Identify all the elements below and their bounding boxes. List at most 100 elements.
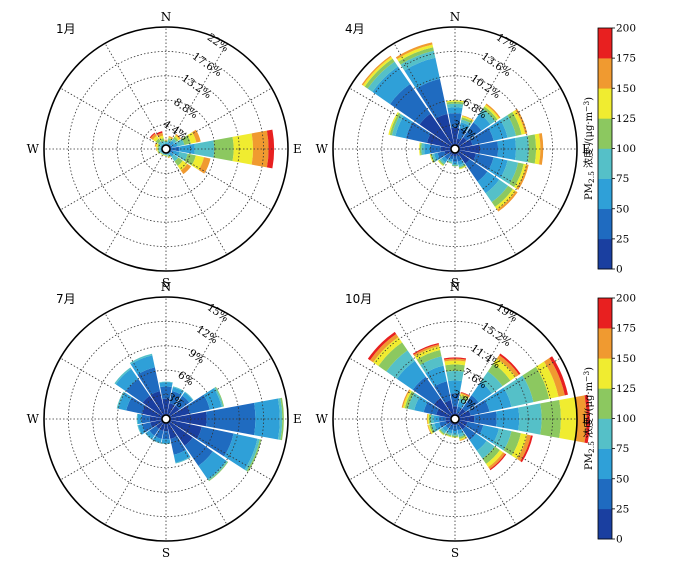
grid-spoke-150 xyxy=(165,148,228,255)
sector-NE-bin-0 xyxy=(457,137,467,147)
sector-S-bin-4 xyxy=(451,435,459,437)
sector-N-bin-3 xyxy=(159,381,173,383)
sector-NE-bin-1 xyxy=(462,395,479,412)
sector-S-bin-3 xyxy=(164,153,168,156)
sector-E-bin-1 xyxy=(170,146,180,152)
sector-SE-bin-7 xyxy=(489,453,507,471)
sector-E-bin-4 xyxy=(280,397,284,441)
sector-SSW-bin-5 xyxy=(162,154,165,157)
sector-ENE-bin-4 xyxy=(181,135,191,146)
sector-NNW-bin-7 xyxy=(156,131,163,136)
grid-spoke-300 xyxy=(349,87,456,150)
sector-NW-bin-2 xyxy=(396,360,426,390)
sector-NNW-bin-5 xyxy=(414,346,441,360)
colorbar-title: PM2.5 浓度 /(μg·m−3) xyxy=(582,97,596,200)
sector-WNW-bin-2 xyxy=(414,396,429,413)
sector-NE-bin-3 xyxy=(479,108,496,125)
grid-spoke-210 xyxy=(393,418,456,525)
grid-ring-2 xyxy=(405,369,505,469)
grid-spoke-60 xyxy=(454,357,561,420)
sector-NW-bin-5 xyxy=(362,56,393,87)
sector-SE-bin-3 xyxy=(171,154,179,162)
sector-NNE-bin-1 xyxy=(456,406,462,414)
colorbar-tick-label: 150 xyxy=(616,353,636,365)
sector-NE-bin-0 xyxy=(168,405,180,417)
grid-spoke-240 xyxy=(60,418,167,481)
sector-S-bin-3 xyxy=(452,433,458,436)
colorbar-tick-label: 25 xyxy=(616,503,629,515)
center-marker xyxy=(450,144,460,154)
grid-ring-1 xyxy=(141,124,191,174)
sector-ENE-bin-0 xyxy=(458,139,473,149)
sector-ENE-bin-2 xyxy=(171,142,178,148)
sector-NNW-bin-3 xyxy=(400,50,436,71)
sector-NE-bin-7 xyxy=(499,353,521,375)
sector-E-bin-2 xyxy=(254,398,280,440)
sector-WSW-bin-5 xyxy=(428,424,433,434)
sector-NNE-bin-2 xyxy=(457,401,465,409)
sector-ENE-bin-6 xyxy=(544,358,565,397)
colorbar-segment-5 xyxy=(598,88,612,119)
grid-spoke-240 xyxy=(349,148,456,211)
compass-label-w: W xyxy=(316,412,329,426)
sector-SW-bin-1 xyxy=(444,153,451,160)
sector-WNW-bin-3 xyxy=(158,145,162,148)
sector-SSE-bin-4 xyxy=(458,434,467,440)
sector-WNW-bin-5 xyxy=(388,112,399,135)
colorbar-tick-label: 125 xyxy=(616,383,636,395)
sector-NE-bin-0 xyxy=(457,408,466,417)
sector-WNW-bin-1 xyxy=(405,121,431,143)
sector-NNE-bin-2 xyxy=(459,122,470,131)
colorbar-segment-2 xyxy=(598,178,612,210)
sector-E-bin-2 xyxy=(497,138,517,160)
sector-ENE-bin-3 xyxy=(503,375,534,407)
sector-SSW-bin-1 xyxy=(154,429,164,439)
sector-ESE-bin-2 xyxy=(224,433,258,470)
sector-S-bin-1 xyxy=(162,431,170,440)
sector-NNW-bin-2 xyxy=(425,365,447,387)
sector-NW-bin-4 xyxy=(155,138,161,144)
sector-ESE-bin-4 xyxy=(503,431,521,456)
sector-WSW-bin-0 xyxy=(445,419,452,425)
sector-E-bin-7 xyxy=(584,394,590,444)
sector-ESE-bin-5 xyxy=(191,155,204,171)
sector-WNW-bin-5 xyxy=(155,143,159,148)
sector-SE-bin-5 xyxy=(177,160,188,171)
grid-spoke-330 xyxy=(104,313,167,420)
sector-N-bin-4 xyxy=(445,364,465,372)
sector-SE-bin-2 xyxy=(477,171,500,194)
sector-N-bin-6 xyxy=(444,358,466,362)
panel-title: 4月 xyxy=(345,22,365,36)
sector-SSE-bin-6 xyxy=(459,437,468,441)
sector-NW-bin-7 xyxy=(367,331,397,361)
colorbar-tick-label: 175 xyxy=(616,323,636,335)
sector-SSW-bin-4 xyxy=(446,161,452,164)
sector-SE-bin-1 xyxy=(462,426,477,441)
sector-SE-bin-0 xyxy=(457,421,466,430)
sector-WSW-bin-0 xyxy=(150,419,163,428)
sector-W-bin-4 xyxy=(419,142,422,156)
sector-W-bin-6 xyxy=(426,413,428,425)
sector-SW-bin-5 xyxy=(438,429,445,436)
sector-ENE-bin-2 xyxy=(488,119,508,141)
colorbar-tick-label: 100 xyxy=(616,143,636,155)
sector-WSW-bin-2 xyxy=(434,422,442,431)
colorbar-2: 0 25 50 75 100 125 150 175 200 PM2.5 浓度 /(μg·m−3) xyxy=(582,293,636,546)
sector-ENE-bin-6 xyxy=(515,108,528,134)
sector-SSW-bin-1 xyxy=(448,424,454,431)
sector-NNW-bin-5 xyxy=(158,135,164,140)
compass-label-s: S xyxy=(162,546,170,560)
sector-NNE-bin-1 xyxy=(457,127,467,140)
sector-S-bin-2 xyxy=(452,161,458,165)
sector-WNW-bin-0 xyxy=(436,408,452,419)
sector-SSW-bin-1 xyxy=(449,155,454,160)
grid-ring-2 xyxy=(405,99,505,199)
sector-ENE-bin-4 xyxy=(522,366,550,403)
sector-W-bin-0 xyxy=(149,416,163,422)
colorbar-tick-label: 150 xyxy=(616,83,636,95)
sector-E-bin-1 xyxy=(206,402,256,436)
sector-NNW-bin-2 xyxy=(130,355,155,375)
